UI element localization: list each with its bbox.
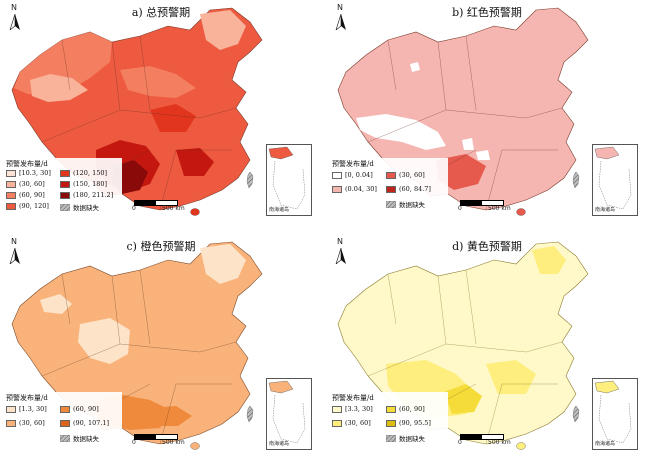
panel-orange-warning: c) 橙色预警期 N 南海诸岛 预警发布量/d [1.3, 30] (30, 6… — [0, 234, 322, 462]
scale-bar: 0 500 km — [458, 200, 520, 214]
legend-item: (150, 180] — [60, 180, 107, 188]
legend-item: (60, 90] — [60, 405, 99, 413]
legend-item: (90, 107.1] — [60, 419, 109, 427]
hainan-island — [190, 208, 200, 216]
panel-yellow-warning: d) 黄色预警期 N 南海诸岛 预警发布量/d [3.3, 30] (30, 6… — [326, 234, 648, 462]
legend-item: [1.3, 30] — [6, 405, 47, 413]
hainan-island — [516, 442, 526, 450]
legend-item: 数据缺失 — [386, 199, 425, 209]
legend-item: (30, 60] — [6, 180, 45, 188]
legend-item: [3.3, 30] — [332, 405, 373, 413]
legend: 预警发布量/d [10.3, 30] (30, 60] (60, 90] (90… — [4, 158, 122, 218]
legend-item: (90, 120] — [6, 202, 49, 210]
north-arrow-icon: N — [8, 237, 22, 264]
panel-red-warning: b) 红色预警期 N 南海诸岛 预警发布量/d [0, 0.04] (0.04,… — [326, 0, 648, 228]
taiwan-island — [572, 172, 580, 188]
legend-item: (60, 90] — [386, 405, 425, 413]
taiwan-island — [246, 406, 254, 422]
north-arrow-icon: N — [334, 3, 348, 30]
legend-item: (30, 60] — [332, 419, 371, 427]
south-china-sea-inset: 南海诸岛 — [266, 378, 312, 450]
south-china-sea-inset: 南海诸岛 — [592, 144, 638, 216]
legend-item: (60, 84.7] — [386, 185, 431, 193]
panel-title: a) 总预警期 — [131, 6, 191, 19]
panel-title: d) 黄色预警期 — [452, 240, 522, 253]
south-china-sea-inset: 南海诸岛 — [266, 144, 312, 216]
legend-item: (120, 150] — [60, 169, 107, 177]
scale-bar: 0 500 km — [132, 200, 194, 214]
legend-item: 数据缺失 — [60, 202, 99, 212]
south-china-sea-inset: 南海诸岛 — [592, 378, 638, 450]
taiwan-island — [246, 172, 254, 188]
legend-item: [10.3, 30] — [6, 169, 51, 177]
legend: 预警发布量/d [1.3, 30] (30, 60] (60, 90] (90,… — [4, 392, 122, 452]
legend-item: 数据缺失 — [60, 433, 99, 443]
panel-title: b) 红色预警期 — [452, 6, 522, 19]
scale-bar: 0 500 km — [132, 434, 194, 448]
north-arrow-icon: N — [334, 237, 348, 264]
hainan-island — [190, 442, 200, 450]
north-arrow-icon: N — [8, 3, 22, 30]
legend-item: (0.04, 30] — [332, 185, 377, 193]
legend-item: (30, 60] — [386, 171, 425, 179]
legend-item: (90, 95.5] — [386, 419, 431, 427]
legend: 预警发布量/d [0, 0.04] (0.04, 30] (30, 60] (6… — [330, 158, 448, 218]
hainan-island — [516, 208, 526, 216]
scale-bar: 0 500 km — [458, 434, 520, 448]
panel-total-warning: a) 总预警期 N 南海诸岛 预警发布量/d [10.3, 30] (30, 6… — [0, 0, 322, 228]
taiwan-island — [572, 406, 580, 422]
panel-title: c) 橙色预警期 — [126, 240, 196, 253]
legend-item: (180, 211.2] — [60, 191, 113, 199]
legend-item: (60, 90] — [6, 191, 45, 199]
legend-item: (30, 60] — [6, 419, 45, 427]
legend: 预警发布量/d [3.3, 30] (30, 60] (60, 90] (90,… — [330, 392, 448, 452]
legend-item: [0, 0.04] — [332, 171, 373, 179]
legend-item: 数据缺失 — [386, 433, 425, 443]
